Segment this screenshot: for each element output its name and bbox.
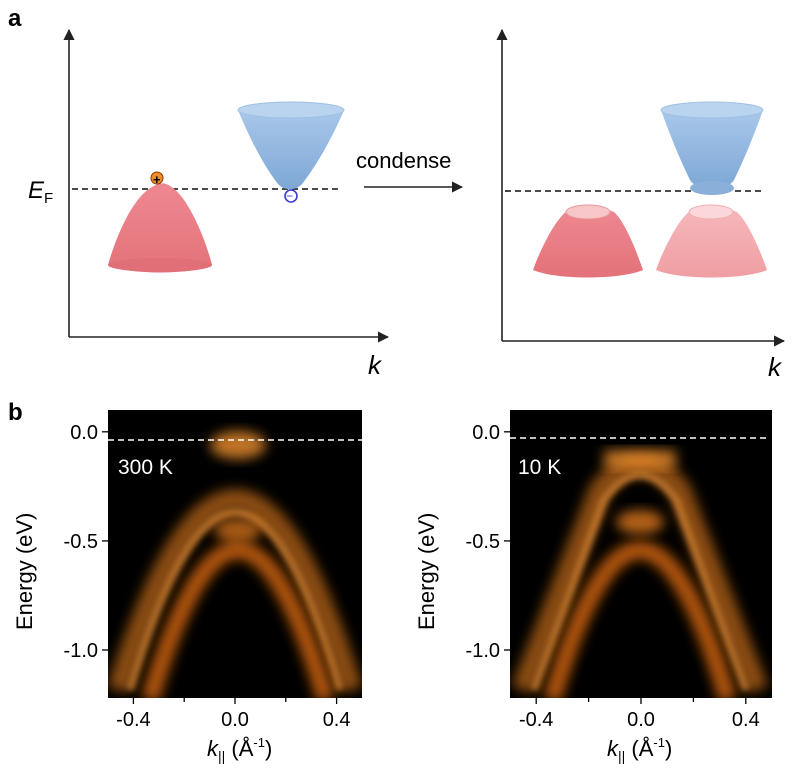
x-tick-label-10k: 0.4 [732,709,760,731]
panel-b-label: b [8,399,23,426]
panel-a-label: a [8,5,22,32]
ylabel-10k: Energy (eV) [414,513,439,630]
electron-band-top [237,101,345,119]
electron-symbol: − [286,189,293,203]
spectrum-10k: 10 K [510,410,772,698]
spectrum-300k: 300 K [108,410,366,698]
band-outer-300k [108,489,362,694]
gapped-hole-top-right [688,204,734,220]
condense-label: condense [356,148,451,173]
hole-band-base [108,258,212,272]
gapped-hole-band-right [656,207,767,278]
electron-marker [284,189,298,203]
fermi-label: EF [28,177,53,207]
band-outer-10k-core [530,471,750,692]
y-tick-label-300k: -1.0 [64,640,98,662]
left-k-label: k [368,350,383,380]
gapped-hole-band-left [533,207,643,278]
left-band-diagram: EF k + − [28,28,390,380]
gapped-electron-band [661,110,763,189]
band-inner-300k [141,541,335,698]
right-k-label: k [768,352,783,382]
temp-label-300k: 300 K [118,456,173,479]
y-tick-label-10k: -0.5 [466,531,500,553]
gapped-electron-bottom [690,181,734,195]
inner-apex-10k [616,510,664,534]
hole-band [108,183,212,273]
band-apex-300k [210,431,266,459]
band-outer-300k-core [126,508,344,692]
x-tick-label-300k: 0.4 [323,709,351,731]
xlabel-10k: k|| (Å-1) [607,735,672,764]
ylabel-300k: Energy (eV) [12,513,37,630]
x-tick-label-300k: 0.0 [221,709,249,731]
band-inner-10k [543,541,737,698]
y-tick-label-300k: -0.5 [64,531,98,553]
hole-symbol: + [153,172,161,187]
electron-band [238,110,344,190]
gapped-hole-top-left [565,204,611,220]
y-tick-label-300k: 0.0 [70,422,98,444]
inner-apex-300k [214,518,262,542]
hole-marker [150,171,164,185]
spectra-axes: -0.4 0.0 0.4 0.0 -0.5 -1.0 -0.4 0.0 0.4 0.0 -0.5 -1… [64,422,760,731]
x-tick-label-10k: -0.4 [519,709,553,731]
temp-label-10k: 10 K [518,456,561,479]
xlabel-300k: k|| (Å-1) [207,735,272,764]
x-tick-label-300k: -0.4 [116,709,150,731]
x-tick-label-10k: 0.0 [627,709,655,731]
flat-top-10k [604,450,676,468]
right-band-diagram: k [496,28,786,382]
y-tick-label-10k: -1.0 [466,640,500,662]
gapped-electron-top [660,101,764,119]
y-tick-label-10k: 0.0 [472,422,500,444]
